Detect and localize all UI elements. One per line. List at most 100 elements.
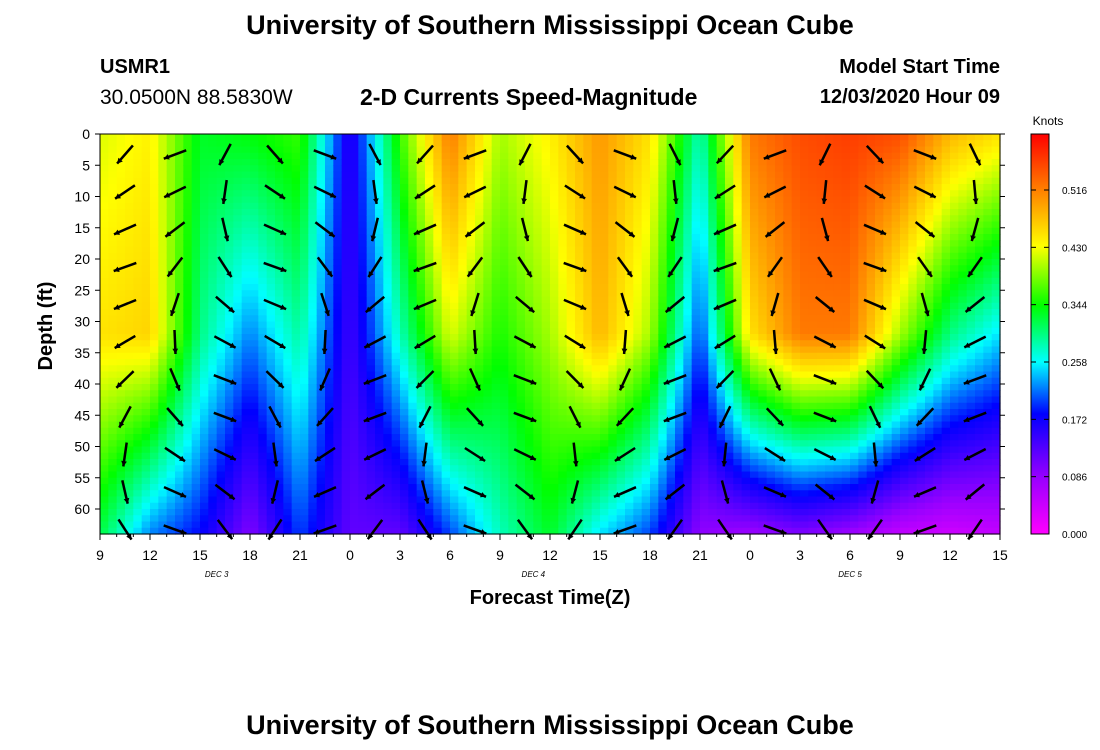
heatmap-cell [633, 265, 643, 273]
heatmap-cell [400, 402, 409, 410]
heatmap-cell [491, 346, 501, 354]
heatmap-cell [116, 184, 126, 191]
heatmap-cell [425, 159, 434, 166]
heatmap-cell [591, 327, 601, 335]
heatmap-cell [258, 259, 268, 266]
heatmap-cell [425, 240, 434, 248]
heatmap-cell [741, 165, 751, 173]
heatmap-cell [441, 221, 451, 229]
heatmap-cell [658, 315, 668, 323]
heatmap-cell [683, 252, 693, 260]
heatmap-cell [425, 471, 434, 479]
heatmap-cell [733, 252, 743, 260]
heatmap-cell [708, 371, 718, 379]
heatmap-cell [341, 440, 351, 448]
heatmap-cell [308, 315, 318, 323]
heatmap-cell [658, 402, 668, 410]
heatmap-cell [433, 359, 443, 366]
heatmap-cell [300, 221, 309, 229]
heatmap-cell [450, 384, 459, 391]
heatmap-cell [425, 384, 434, 391]
heatmap-cell [516, 152, 526, 160]
heatmap-cell [658, 415, 668, 423]
heatmap-cell [291, 252, 301, 260]
heatmap-cell [741, 452, 751, 460]
heatmap-cell [125, 527, 134, 535]
heatmap-cell [425, 352, 434, 360]
heatmap-cell [641, 227, 651, 235]
heatmap-cell [316, 227, 326, 235]
heatmap-cell [191, 446, 201, 454]
heatmap-cell [700, 459, 709, 466]
heatmap-cell [541, 396, 551, 404]
heatmap-cell [141, 502, 151, 510]
heatmap-cell [700, 259, 709, 266]
heatmap-cell [600, 202, 609, 210]
heatmap-cell [225, 146, 234, 154]
heatmap-cell [216, 409, 226, 416]
heatmap-cell [733, 415, 743, 423]
heatmap-cell [516, 502, 526, 510]
heatmap-cell [383, 134, 393, 141]
heatmap-cell [550, 277, 559, 285]
heatmap-cell [600, 284, 609, 291]
heatmap-cell [166, 159, 176, 166]
heatmap-cell [691, 427, 701, 435]
heatmap-cell [283, 471, 293, 479]
heatmap-cell [508, 234, 518, 241]
heatmap-cell [291, 365, 301, 373]
heatmap-cell [300, 527, 309, 535]
heatmap-cell [125, 284, 134, 291]
station-coordinates: 30.0500N 88.5830W [100, 86, 293, 109]
heatmap-cell [541, 327, 551, 335]
heatmap-cell [266, 134, 276, 141]
heatmap-cell [350, 221, 359, 229]
heatmap-cell [316, 459, 326, 466]
heatmap-cell [433, 421, 443, 429]
heatmap-cell [333, 465, 343, 473]
heatmap-cell [350, 477, 359, 485]
heatmap-cell [533, 296, 543, 304]
heatmap-cell [266, 140, 276, 148]
heatmap-cell [475, 284, 484, 291]
heatmap-cell [250, 490, 259, 498]
heatmap-cell [741, 152, 751, 160]
heatmap-cell [325, 346, 334, 354]
heatmap-cell [408, 365, 418, 373]
heatmap-cell [383, 477, 393, 485]
heatmap-cell [533, 202, 543, 210]
heatmap-cell [691, 209, 701, 216]
heatmap-cell [308, 527, 318, 535]
heatmap-cell [483, 346, 493, 354]
heatmap-cell [741, 215, 751, 223]
heatmap-cell [341, 140, 351, 148]
heatmap-cell [350, 190, 359, 198]
heatmap-cell [533, 284, 543, 291]
heatmap-cell [600, 234, 609, 241]
heatmap-cell [441, 359, 451, 366]
heatmap-cell [383, 365, 393, 373]
heatmap-cell [625, 352, 634, 360]
heatmap-cell [291, 527, 301, 535]
heatmap-cell [158, 377, 168, 385]
heatmap-cell [608, 459, 618, 466]
heatmap-cell [658, 352, 668, 360]
heatmap-cell [300, 234, 309, 241]
heatmap-cell [741, 196, 751, 204]
heatmap-cell [341, 427, 351, 435]
heatmap-cell [275, 277, 284, 285]
heatmap-cell [216, 452, 226, 460]
heatmap-cell [441, 209, 451, 216]
heatmap-cell [225, 202, 234, 210]
heatmap-cell [141, 284, 151, 291]
heatmap-cell [250, 377, 259, 385]
heatmap-cell [616, 146, 626, 154]
heatmap-cell [633, 452, 643, 460]
heatmap-cell [475, 184, 484, 191]
heatmap-cell [375, 415, 384, 423]
heatmap-cell [258, 459, 268, 466]
heatmap-cell [441, 490, 451, 498]
heatmap-cell [616, 352, 626, 360]
heatmap-cell [541, 277, 551, 285]
heatmap-cell [241, 421, 251, 429]
